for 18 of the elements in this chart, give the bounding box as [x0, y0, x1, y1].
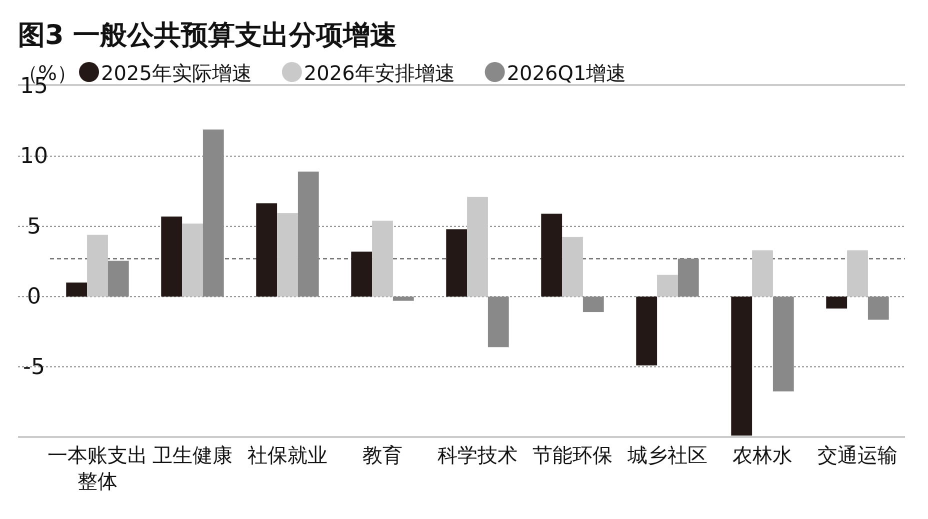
x-tick-label: 社保就业 [248, 443, 328, 467]
legend-item: 2026Q1增速 [484, 61, 626, 85]
y-tick-label: 10 [20, 144, 48, 170]
y-tick-label: 0 [27, 284, 41, 310]
x-tick-label: 交通运输 [818, 443, 898, 467]
x-tick-label: 卫生健康 [152, 443, 232, 467]
chart-title: 图3 一般公共预算支出分项增速 [18, 20, 398, 51]
x-tick-label: 农林水 [732, 443, 792, 467]
x-tick-label: 节能环保 [532, 443, 612, 467]
y-tick-label: 5 [27, 214, 41, 240]
x-tick-label: 城乡社区 [626, 443, 708, 467]
legend-item: 2026年安排增速 [282, 61, 455, 85]
x-tick-label: 一本账支出整体 [48, 443, 148, 493]
legend-label: 2026Q1增速 [506, 61, 626, 85]
y-tick-label: -5 [23, 354, 45, 380]
x-tick-label: 科学技术 [438, 443, 518, 467]
x-tick-label: 教育 [362, 443, 402, 467]
legend-item: 2025年实际增速 [79, 61, 252, 85]
